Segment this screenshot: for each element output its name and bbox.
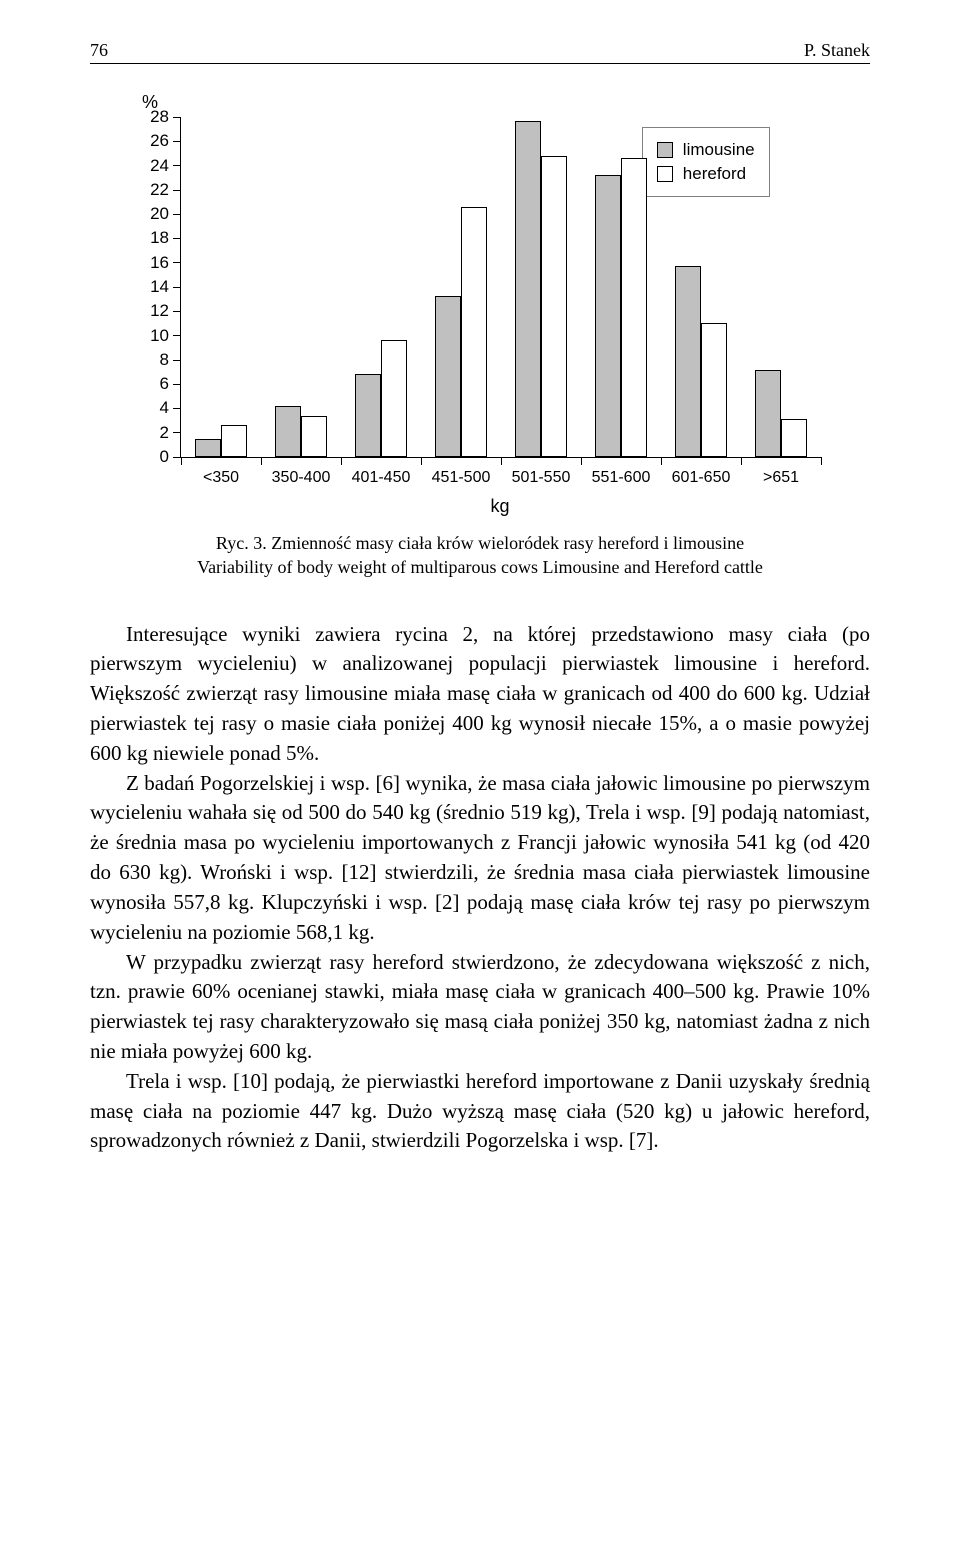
caption-line-1: Ryc. 3. Zmienność masy ciała krów wielor… — [216, 533, 744, 553]
y-tick — [173, 214, 181, 215]
caption-line-2: Variability of body weight of multiparou… — [197, 557, 763, 577]
running-header: 76 P. Stanek — [90, 40, 870, 64]
bar-hereford — [461, 207, 487, 457]
bar-hereford — [701, 323, 727, 457]
y-tick — [173, 238, 181, 239]
x-tick-label: 401-450 — [341, 469, 421, 487]
bar-limousine — [755, 370, 781, 457]
bar-limousine — [195, 439, 221, 457]
y-axis-unit: % — [142, 92, 830, 113]
y-tick-label: 4 — [135, 398, 169, 418]
x-tick — [661, 457, 662, 465]
bar-limousine — [675, 266, 701, 457]
x-tick — [261, 457, 262, 465]
legend: limousine hereford — [642, 127, 770, 197]
y-tick-label: 2 — [135, 423, 169, 443]
x-tick-label: 551-600 — [581, 469, 661, 487]
legend-swatch — [657, 142, 673, 158]
x-tick-label: 601-650 — [661, 469, 741, 487]
x-tick — [341, 457, 342, 465]
paragraph: Interesujące wyniki zawiera rycina 2, na… — [90, 620, 870, 769]
y-tick-label: 12 — [135, 301, 169, 321]
y-tick — [173, 165, 181, 166]
page-number: 76 — [90, 40, 108, 61]
legend-label: hereford — [683, 164, 746, 184]
bar-limousine — [275, 406, 301, 457]
x-tick — [741, 457, 742, 465]
x-tick — [501, 457, 502, 465]
bar-limousine — [435, 296, 461, 458]
x-tick — [181, 457, 182, 465]
paragraph: Z badań Pogorzelskiej i wsp. [6] wynika,… — [90, 769, 870, 948]
x-tick — [581, 457, 582, 465]
y-tick-label: 18 — [135, 228, 169, 248]
y-tick-label: 22 — [135, 180, 169, 200]
bar-hereford — [221, 425, 247, 457]
x-tick — [421, 457, 422, 465]
paragraph: Trela i wsp. [10] podają, że pierwiastki… — [90, 1067, 870, 1156]
y-tick — [173, 117, 181, 118]
y-tick-label: 14 — [135, 277, 169, 297]
paragraph: W przypadku zwierząt rasy hereford stwie… — [90, 948, 870, 1067]
bar-hereford — [781, 419, 807, 457]
y-tick — [173, 457, 181, 458]
legend-item: hereford — [657, 164, 755, 184]
bar-hereford — [301, 416, 327, 457]
y-tick — [173, 432, 181, 433]
y-tick — [173, 141, 181, 142]
y-tick-label: 16 — [135, 253, 169, 273]
y-tick-label: 20 — [135, 204, 169, 224]
bar-hereford — [381, 340, 407, 457]
legend-swatch — [657, 166, 673, 182]
x-tick-label: 350-400 — [261, 469, 341, 487]
x-tick-label: 451-500 — [421, 469, 501, 487]
y-tick-label: 24 — [135, 156, 169, 176]
bar-chart: % limousinehereford 02468101214161820222… — [130, 92, 830, 517]
x-axis-title: kg — [180, 496, 820, 517]
bar-limousine — [355, 374, 381, 457]
y-tick — [173, 408, 181, 409]
bar-hereford — [621, 158, 647, 457]
x-tick — [821, 457, 822, 465]
x-tick-label: >651 — [741, 469, 821, 487]
y-tick — [173, 335, 181, 336]
y-tick — [173, 311, 181, 312]
legend-label: limousine — [683, 140, 755, 160]
y-tick-label: 6 — [135, 374, 169, 394]
body-text: Interesujące wyniki zawiera rycina 2, na… — [90, 620, 870, 1157]
bar-limousine — [515, 121, 541, 457]
bar-limousine — [595, 175, 621, 457]
y-tick — [173, 360, 181, 361]
y-tick-label: 28 — [135, 107, 169, 127]
figure-caption: Ryc. 3. Zmienność masy ciała krów wielor… — [130, 531, 830, 580]
bar-hereford — [541, 156, 567, 457]
y-tick — [173, 287, 181, 288]
y-tick-label: 8 — [135, 350, 169, 370]
plot-area: limousinehereford 0246810121416182022242… — [180, 117, 821, 458]
running-head: P. Stanek — [804, 40, 870, 61]
y-tick — [173, 384, 181, 385]
y-tick — [173, 262, 181, 263]
y-tick — [173, 190, 181, 191]
legend-item: limousine — [657, 140, 755, 160]
y-tick-label: 0 — [135, 447, 169, 467]
x-tick-label: 501-550 — [501, 469, 581, 487]
y-tick-label: 26 — [135, 131, 169, 151]
x-tick-label: <350 — [181, 469, 261, 487]
y-tick-label: 10 — [135, 326, 169, 346]
